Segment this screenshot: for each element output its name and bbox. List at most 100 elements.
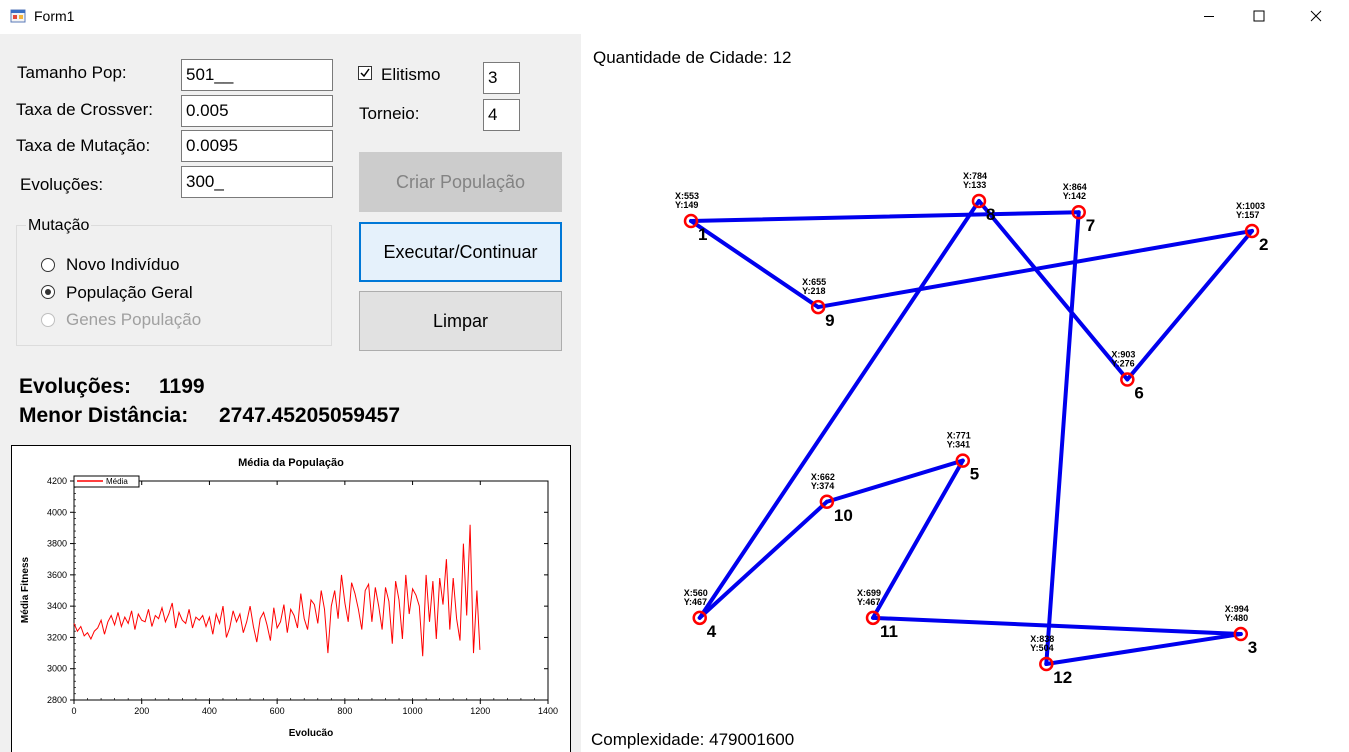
x-tick-label: 800 [337, 706, 352, 716]
evolucoes-input[interactable]: 300_ [181, 166, 333, 198]
city-marker [1039, 656, 1054, 672]
route-segment [1044, 632, 1243, 666]
city-x-label: X:771 [947, 431, 971, 441]
city-y-label: Y:142 [1063, 191, 1086, 201]
city-x-label: X:1003 [1236, 201, 1265, 211]
radio-novo-individuo[interactable] [41, 258, 55, 272]
route-segment [976, 199, 1130, 382]
tamanho-pop-label: Tamanho Pop: [17, 63, 127, 82]
route-segment [871, 458, 965, 620]
x-tick-label: 200 [134, 706, 149, 716]
radio-populacao-geral[interactable] [41, 285, 55, 299]
route-segment [1044, 210, 1081, 666]
elitismo-input[interactable]: 3 [483, 62, 520, 94]
city-x-label: X:560 [684, 588, 708, 598]
app-form-icon [10, 9, 26, 23]
chart-title: Média da População [238, 457, 344, 469]
y-tick-label: 3600 [47, 570, 67, 580]
radio-populacao-geral-label: População Geral [66, 283, 193, 302]
limpar-label: Limpar [432, 311, 489, 331]
torneio-input[interactable]: 4 [483, 99, 520, 131]
complexidade-label: Complexidade: 479001600 [591, 730, 794, 749]
limpar-button[interactable]: Limpar [359, 291, 562, 351]
radio-genes-populacao [41, 313, 55, 327]
maximize-icon [1253, 10, 1265, 22]
y-tick-label: 2800 [47, 695, 67, 705]
elitismo-label: Elitismo [381, 65, 441, 84]
taxa-crossover-input[interactable]: 0.005 [181, 95, 333, 127]
tamanho-pop-input[interactable]: 501__ [181, 59, 333, 91]
result-menor-distancia-value: 2747.45205059457 [219, 404, 401, 427]
result-menor-distancia-label: Menor Distância: [19, 404, 189, 427]
route-segment [697, 499, 829, 620]
criar-populacao-button[interactable]: Criar População [359, 152, 562, 212]
maximize-button[interactable] [1236, 0, 1282, 32]
close-button[interactable] [1293, 0, 1339, 32]
route-segment [816, 228, 1254, 310]
y-tick-label: 3800 [47, 539, 67, 549]
route-segment [689, 218, 821, 310]
city-x-label: X:553 [675, 191, 699, 201]
executar-continuar-button[interactable]: Executar/Continuar [359, 222, 562, 282]
city-marker [1120, 372, 1135, 387]
city-x-label: X:994 [1225, 604, 1249, 614]
minimize-button[interactable] [1186, 0, 1232, 32]
executar-continuar-label: Executar/Continuar [383, 242, 538, 262]
elitismo-checkbox[interactable] [358, 66, 372, 80]
city-number-label: 5 [970, 465, 979, 484]
city-x-label: X:903 [1111, 349, 1135, 359]
torneio-label: Torneio: [359, 104, 420, 123]
city-number-label: 2 [1259, 235, 1268, 254]
city-x-label: X:784 [963, 171, 987, 181]
close-icon [1310, 10, 1322, 22]
x-tick-label: 0 [71, 706, 76, 716]
city-x-label: X:838 [1030, 634, 1054, 644]
city-map-canvas: Quantidade de Cidade: 12 X:553 Y:149 1 X:10… [583, 34, 1349, 752]
quantidade-cidades-label: Quantidade de Cidade: 12 [593, 48, 792, 67]
y-tick-label: 4200 [47, 476, 67, 486]
city-y-label: Y:467 [857, 597, 880, 607]
x-axis-label: Evolucão [289, 728, 333, 739]
mutacao-groupbox [16, 225, 332, 346]
city-x-label: X:864 [1063, 182, 1087, 192]
route-segment [1125, 228, 1254, 382]
city-y-label: Y:341 [947, 440, 970, 450]
city-y-label: Y:218 [802, 286, 825, 296]
x-tick-label: 1400 [538, 706, 558, 716]
cities-group: X:553Y:1491X:1003Y:1572X:994Y:4803X:560Y… [675, 171, 1268, 687]
taxa-mutacao-input[interactable]: 0.0095 [181, 130, 333, 162]
result-evolucoes-label: Evoluções: [19, 375, 132, 398]
x-tick-label: 600 [270, 706, 285, 716]
taxa-crossover-label: Taxa de Crossver: [16, 100, 153, 119]
route-group [689, 199, 1254, 666]
window-title: Form1 [34, 8, 75, 24]
city-number-label: 4 [707, 622, 717, 641]
radio-genes-populacao-label: Genes População [66, 310, 202, 329]
city-marker [1233, 626, 1249, 642]
city-x-label: X:662 [811, 472, 835, 482]
mutacao-group-title: Mutação [26, 217, 92, 235]
city-number-label: 8 [986, 205, 995, 224]
x-tick-label: 1200 [470, 706, 490, 716]
legend-label: Média [106, 477, 128, 486]
minimize-icon [1204, 16, 1214, 17]
y-axis-label: Média Fitness [20, 557, 31, 624]
city-marker [683, 213, 699, 229]
route-segment [824, 458, 965, 504]
city-number-label: 6 [1134, 383, 1143, 402]
radio-novo-individuo-label: Novo Indivíduo [66, 255, 180, 274]
city-y-label: Y:480 [1225, 613, 1248, 623]
route-segment [689, 210, 1081, 223]
city-marker [955, 453, 971, 468]
city-marker [810, 299, 826, 315]
chart-axes: 0 200 400 600 800 1000 1200 1400 2800 3000 3200 340… [47, 476, 558, 716]
city-number-label: 10 [834, 506, 853, 525]
